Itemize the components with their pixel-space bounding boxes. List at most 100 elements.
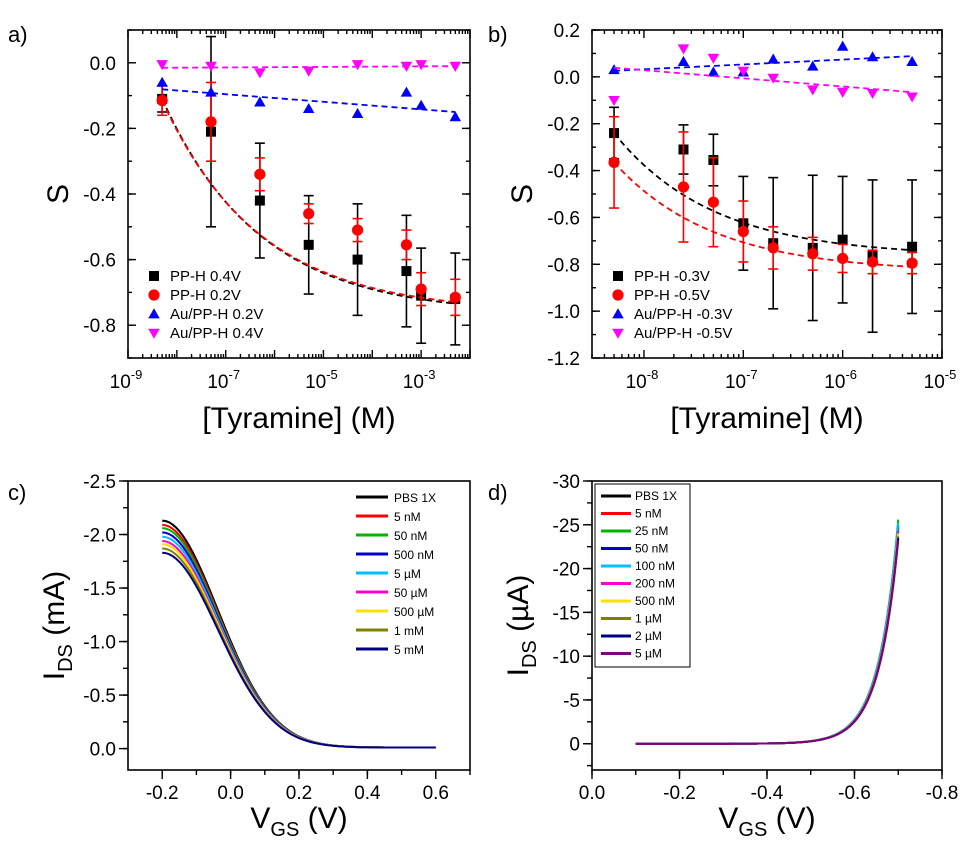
y-tick-label: -1.0 [83, 633, 116, 654]
y-tick-label: -0.8 [83, 316, 116, 337]
legend-label: PP-H 0.4V [170, 268, 241, 285]
panel-c: c) -0.2 0.0 0.2 0.4 0.6 0.0 -0.5 -1.0 -1.5 -2.0 -2.… [8, 472, 471, 841]
y-tick-label: 0.0 [554, 68, 580, 89]
y-tick-label: -0.4 [83, 185, 116, 206]
series-1 [156, 81, 461, 317]
legend-marker [612, 289, 624, 301]
x-tick-label-exp: -6 [845, 367, 857, 382]
legend-label: 50 nM [394, 529, 427, 543]
data-point [303, 239, 314, 250]
x-tick-label: 0.0 [217, 783, 243, 804]
data-point [254, 68, 266, 79]
legend-label: 50 µM [394, 586, 428, 600]
legend-label: 5 µM [394, 567, 421, 581]
data-point [254, 96, 266, 107]
data-point [906, 92, 918, 103]
legend-label: Au/PP-H -0.5V [634, 325, 732, 342]
y-tick-label: -1.0 [547, 302, 580, 323]
legend-label: Au/PP-H 0.4V [170, 325, 263, 342]
panel-b: b)10-8 10-7 10-6 10-50.20.0-0.2-0.4-0.6-0.8… [488, 21, 956, 435]
y-axis-label-main: I [38, 672, 71, 680]
data-point [677, 44, 690, 55]
data-point [608, 156, 620, 168]
y-axis-label-sub: DS [519, 640, 541, 668]
data-point [837, 234, 848, 245]
y-tick-label: 0.0 [90, 54, 116, 75]
panel-letter: b) [488, 22, 508, 47]
y-tick-label: -0.2 [83, 119, 116, 140]
y-tick-label: -10 [553, 647, 580, 668]
data-point [677, 181, 690, 193]
x-axis-label: [Tyramine] (M) [202, 402, 395, 435]
fit-line [613, 132, 913, 252]
panel-a: a)10-9 10-7 10-5 10-30.0-0.2-0.4-0.6-0.8PP-… [8, 22, 471, 435]
x-tick-label-base: 10 [924, 372, 945, 393]
x-axis-label-sub: GS [738, 819, 767, 841]
data-point [351, 60, 364, 71]
data-point [767, 242, 779, 254]
x-tick-label: 0.2 [286, 783, 312, 804]
x-tick-label: 0.4 [354, 783, 381, 804]
x-tick-label-exp: -5 [326, 367, 338, 382]
legend-label: PP-H -0.3V [634, 268, 710, 285]
data-point [837, 252, 849, 265]
series-3 [608, 44, 918, 107]
x-tick-label: 10-7 [207, 367, 240, 393]
y-tick-label: 0.0 [90, 740, 116, 761]
panel-letter: a) [8, 22, 28, 47]
legend-marker [612, 308, 624, 319]
x-tick-label: 10-8 [626, 367, 659, 393]
fit-line [162, 88, 456, 113]
data-point [806, 85, 819, 96]
data-point [836, 40, 849, 51]
y-tick-label: -30 [553, 472, 580, 493]
x-tick-label-exp: -7 [746, 367, 758, 382]
panel-d: d) 0.0 -0.2 -0.4 -0.6 -0.8 0 -5 -10 -15 -20 -25 -30 P… [488, 472, 958, 841]
legend-label: 500 nM [394, 548, 434, 562]
y-axis-label-main: I [502, 668, 535, 676]
data-point [302, 102, 315, 114]
legend-label: 5 nM [394, 510, 421, 524]
fit-line [613, 55, 913, 72]
data-point [677, 55, 690, 66]
y-axis-label: IDS (mA) [38, 571, 77, 680]
data-point [449, 111, 462, 122]
x-tick-label-base: 10 [824, 372, 845, 393]
legend-label: 1 mM [394, 624, 424, 638]
data-point [302, 66, 315, 77]
data-point [156, 60, 168, 71]
data-point [401, 266, 412, 277]
y-tick-label: 0 [569, 735, 580, 756]
data-point [767, 73, 779, 84]
data-point [205, 61, 217, 72]
data-point [156, 76, 168, 87]
series-2 [608, 40, 918, 77]
legend-label: Au/PP-H 0.2V [170, 306, 263, 323]
legend-label: 2 µM [635, 629, 662, 643]
data-point [415, 283, 427, 295]
legend-label: 100 nM [635, 559, 675, 573]
x-axis-label-main: V [250, 802, 270, 835]
y-tick-label: -0.4 [547, 162, 580, 183]
y-axis-label: S [506, 184, 539, 204]
legend-marker [148, 328, 160, 339]
x-tick-label: 10-3 [403, 367, 436, 393]
x-axis-label: VGS (V) [718, 802, 815, 841]
data-point [608, 95, 620, 107]
series-2 [156, 76, 462, 122]
legend-label: 5 µM [635, 647, 662, 661]
data-point [707, 196, 719, 208]
x-tick-label-exp: -3 [424, 367, 436, 382]
legend-label: 25 nM [635, 524, 668, 538]
data-point [906, 257, 918, 269]
legend-label: 50 nM [635, 542, 668, 556]
legend-label: PBS 1X [635, 489, 677, 503]
x-tick-label: -0.2 [663, 783, 696, 804]
x-axis-label-sub: GS [270, 819, 299, 841]
legend-label: 500 nM [635, 594, 675, 608]
panel-letter: c) [8, 480, 26, 505]
data-point [205, 86, 217, 97]
data-point [415, 60, 427, 71]
fit-line [613, 66, 913, 94]
